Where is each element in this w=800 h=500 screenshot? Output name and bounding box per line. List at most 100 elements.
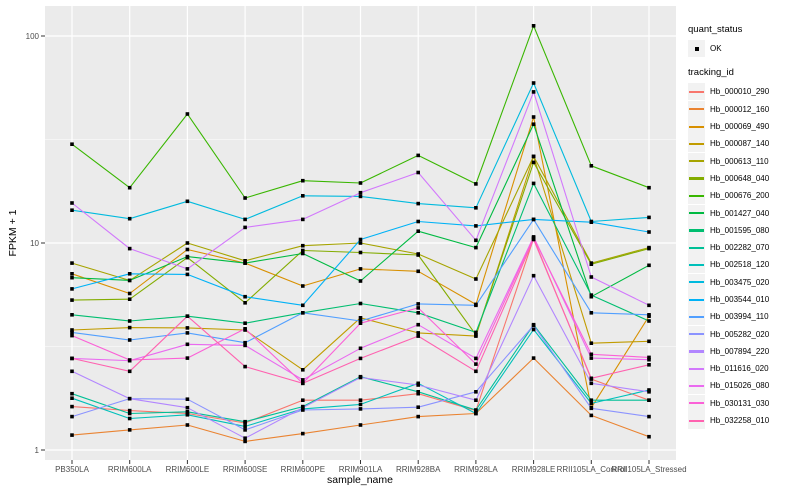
data-point bbox=[416, 331, 420, 335]
x-tick-label: RRII105LA_Stressed bbox=[611, 465, 686, 474]
data-point bbox=[127, 416, 132, 421]
legend-color-key bbox=[688, 118, 705, 136]
data-point bbox=[531, 217, 536, 222]
data-point bbox=[70, 272, 74, 276]
data-point bbox=[474, 277, 478, 281]
legend-entry-label: Hb_002282_070 bbox=[710, 243, 770, 253]
legend-color-key bbox=[688, 291, 705, 308]
data-point bbox=[589, 275, 594, 279]
data-point bbox=[589, 352, 594, 357]
data-point bbox=[531, 122, 536, 126]
legend-entry-label: Hb_030131_030 bbox=[710, 398, 770, 408]
data-point bbox=[70, 391, 74, 396]
data-point bbox=[127, 297, 132, 301]
data-point bbox=[70, 208, 74, 212]
data-point bbox=[416, 322, 420, 327]
color-line-swatch bbox=[689, 177, 704, 180]
data-point bbox=[358, 319, 363, 323]
legend-entry-Hb_015026_080: Hb_015026_080 bbox=[688, 377, 800, 395]
data-point bbox=[127, 396, 132, 401]
data-point bbox=[301, 398, 305, 402]
data-point bbox=[647, 339, 651, 344]
legend-entry-label: Hb_007894_220 bbox=[710, 346, 770, 356]
data-point bbox=[647, 303, 651, 308]
data-point bbox=[301, 431, 305, 436]
data-point bbox=[301, 311, 305, 315]
data-point bbox=[127, 428, 132, 432]
data-point bbox=[243, 294, 247, 299]
data-point bbox=[243, 196, 247, 200]
data-point bbox=[474, 411, 478, 416]
x-tick-label: RRII105LA_Control bbox=[557, 465, 627, 474]
legend-entry-Hb_002282_070: Hb_002282_070 bbox=[688, 239, 800, 257]
x-axis-title: sample_name bbox=[327, 474, 393, 486]
data-point bbox=[301, 405, 305, 410]
legend-entry-label: Hb_000010_290 bbox=[710, 87, 770, 97]
data-point bbox=[589, 376, 594, 381]
data-point bbox=[416, 153, 420, 158]
data-point bbox=[474, 330, 478, 335]
data-point bbox=[70, 287, 74, 291]
legend-entry-Hb_003475_020: Hb_003475_020 bbox=[688, 273, 800, 291]
data-point bbox=[589, 356, 594, 360]
data-point bbox=[243, 261, 247, 265]
data-point bbox=[358, 181, 363, 185]
data-point bbox=[243, 340, 247, 345]
data-point bbox=[243, 327, 247, 331]
quant-status-label: OK bbox=[710, 44, 722, 54]
data-point bbox=[358, 237, 363, 242]
data-point bbox=[70, 313, 74, 317]
data-point bbox=[185, 272, 190, 277]
data-point bbox=[474, 390, 478, 394]
data-point bbox=[589, 164, 594, 168]
data-point bbox=[416, 170, 420, 175]
color-line-swatch bbox=[689, 108, 704, 111]
data-point bbox=[474, 238, 478, 243]
color-line-swatch bbox=[689, 281, 704, 284]
legend-color-key bbox=[688, 152, 705, 170]
data-point bbox=[358, 194, 363, 199]
data-point bbox=[70, 330, 74, 335]
legend-entry-label: Hb_000613_110 bbox=[710, 156, 769, 166]
quant-status-key bbox=[688, 40, 705, 58]
data-point bbox=[416, 334, 420, 338]
data-point bbox=[358, 402, 363, 407]
legend-entry-label: Hb_002518_120 bbox=[710, 260, 770, 270]
y-tick-label: 1 bbox=[35, 446, 40, 455]
legend-quant-status-title: quant_status bbox=[688, 24, 743, 35]
data-point bbox=[243, 436, 247, 440]
data-point bbox=[358, 279, 363, 283]
legend-entry-Hb_011616_020: Hb_011616_020 bbox=[688, 360, 800, 378]
x-tick-label: RRIM600LE bbox=[166, 465, 210, 474]
data-point bbox=[589, 381, 594, 386]
color-line-swatch bbox=[689, 246, 704, 249]
data-point bbox=[127, 278, 132, 283]
data-point bbox=[301, 243, 305, 248]
data-point bbox=[358, 250, 363, 255]
legend-entry-label: Hb_000087_140 bbox=[710, 139, 770, 149]
legend-entry-Hb_000648_040: Hb_000648_040 bbox=[688, 169, 800, 187]
data-point bbox=[185, 397, 190, 401]
legend-quant-status-entry: OK bbox=[688, 40, 800, 58]
data-point bbox=[185, 331, 190, 335]
data-point bbox=[185, 356, 190, 360]
data-point bbox=[70, 298, 74, 302]
legend-entry-Hb_000676_200: Hb_000676_200 bbox=[688, 187, 800, 205]
data-point bbox=[301, 217, 305, 222]
data-point bbox=[185, 405, 190, 410]
data-point bbox=[647, 246, 651, 251]
data-point bbox=[647, 357, 651, 362]
data-point bbox=[127, 338, 132, 342]
color-line-swatch bbox=[689, 142, 704, 146]
data-point bbox=[531, 160, 536, 165]
data-point bbox=[647, 230, 651, 234]
data-point bbox=[531, 24, 536, 28]
legend-entry-Hb_000087_140: Hb_000087_140 bbox=[688, 135, 800, 153]
color-line-swatch bbox=[689, 333, 704, 336]
legend-color-key bbox=[688, 342, 705, 360]
x-tick-label: RRIM901LA bbox=[339, 465, 383, 474]
data-point bbox=[416, 269, 420, 274]
data-point bbox=[416, 219, 420, 224]
legend-entry-label: Hb_015026_080 bbox=[710, 381, 770, 391]
